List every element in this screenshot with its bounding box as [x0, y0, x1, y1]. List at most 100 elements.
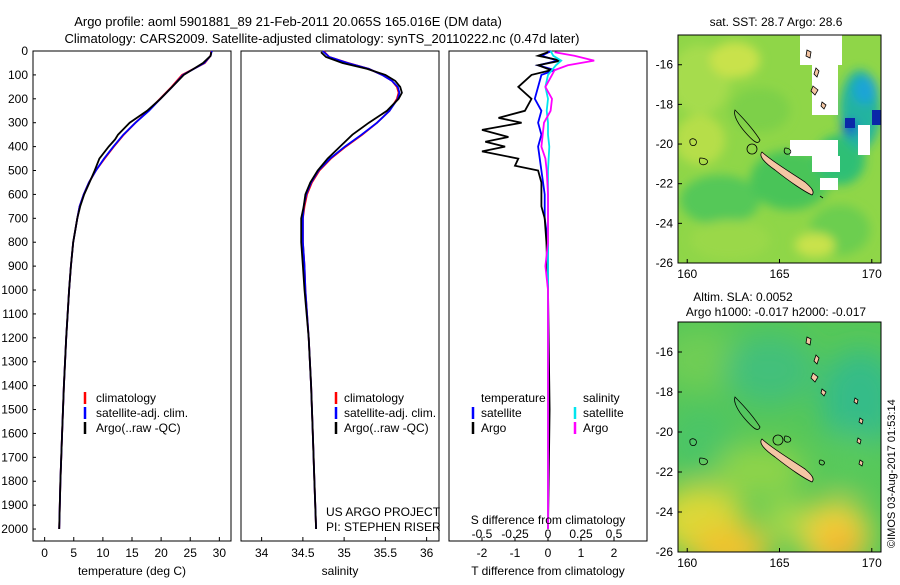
- difference-xlabel-t: T difference from climatology: [471, 564, 625, 578]
- depth-tick-label: 1900: [1, 498, 28, 512]
- map-x-tick-label: 165: [769, 267, 789, 281]
- depth-axis: 0 100 200 300 400 500 600 700 800 900 1000 1100 1200…: [1, 44, 36, 536]
- x-tick-label: 25: [184, 546, 198, 560]
- series-line-climatology: [301, 50, 400, 530]
- salinity-legend: climatology satellite-adj. clim. Argo(..…: [334, 391, 436, 435]
- depth-tick-label: 0: [21, 44, 28, 58]
- depth-tick-label: 700: [8, 211, 28, 225]
- depth-tick-label: 900: [8, 259, 28, 273]
- depth-tick-label: 800: [8, 235, 28, 249]
- temperature-plot-frame: [32, 50, 232, 542]
- x-tick-label: 34.5: [291, 546, 315, 560]
- legend-header-salinity: salinity: [583, 391, 620, 405]
- series-line-satellite-adj-clim: [301, 50, 401, 530]
- x-tick-label: 15: [125, 546, 139, 560]
- depth-tick-label: 1700: [1, 450, 28, 464]
- sla-map-title: Altim. SLA: 0.0052: [693, 290, 793, 304]
- series-line-argo-raw-qc: [300, 51, 403, 530]
- map-y-tick-label: -18: [656, 385, 674, 399]
- figure-title-line1: Argo profile: aoml 5901881_89 21-Feb-201…: [74, 14, 502, 29]
- depth-tick-label: 1500: [1, 403, 28, 417]
- legend-label-climatology: climatology: [96, 391, 156, 405]
- map-x-tick-label: 160: [677, 267, 697, 281]
- series-line-satellite: [533, 50, 562, 529]
- x-tick-label: 35.5: [374, 546, 398, 560]
- x-tick-label: 36: [420, 546, 434, 560]
- x-tick-label: 10: [96, 546, 110, 560]
- depth-tick-label: 1800: [1, 474, 28, 488]
- depth-tick-label: 1100: [2, 307, 28, 321]
- x-tick-label: 20: [154, 546, 168, 560]
- depth-tick-label: 1000: [1, 283, 28, 297]
- map-y-tick-label: -24: [656, 505, 674, 519]
- depth-tick-label: 500: [8, 164, 28, 178]
- sst-field: [678, 35, 881, 263]
- legend-label-satellite-adj: satellite-adj. clim.: [96, 406, 188, 420]
- salinity-xlabel: salinity: [322, 564, 359, 578]
- x-tick-label: -2: [477, 546, 488, 560]
- x-tick-label: 0: [545, 546, 552, 560]
- map-x-tick-label: 165: [769, 556, 789, 570]
- x-tick-label: 2: [611, 546, 618, 560]
- legend-label-argo: Argo(..raw -QC): [344, 421, 429, 435]
- map-y-tick-label: -22: [656, 465, 674, 479]
- x-tick-label: 0: [545, 527, 552, 541]
- depth-tick-label: 1600: [1, 426, 28, 440]
- series-line-argo-raw-qc: [58, 52, 213, 530]
- depth-tick-label: 1200: [1, 331, 28, 345]
- difference-panel: -2 -1 0 1 2 -0.5 -0.25 0 0.25 0.5 S difference fr…: [448, 50, 648, 578]
- depth-tick-label: 200: [8, 92, 28, 106]
- x-tick-label: 34: [255, 546, 269, 560]
- legend-label-t-satellite: satellite: [481, 406, 522, 420]
- depth-tick-label: 1400: [1, 379, 28, 393]
- temperature-panel: 0 5 10 15 20 25 30 temperature (deg C) climato…: [32, 50, 232, 578]
- legend-label-s-satellite: satellite: [583, 406, 624, 420]
- credit-pi: PI: STEPHEN RISER: [326, 520, 441, 534]
- map-y-tick-label: -22: [656, 177, 674, 191]
- x-tick-label: 0.25: [569, 527, 593, 541]
- map-x-tick-label: 170: [862, 556, 882, 570]
- map-x-tick-label: 170: [862, 267, 882, 281]
- depth-tick-label: 300: [8, 116, 28, 130]
- x-tick-label: 5: [70, 546, 77, 560]
- map-y-tick-label: -20: [656, 137, 674, 151]
- sla-map-subtitle: Argo h1000: -0.017 h2000: -0.017: [686, 305, 866, 319]
- map-y-tick-label: -16: [656, 345, 674, 359]
- x-tick-label: 1: [578, 546, 585, 560]
- imos-credit: ©IMOS 03-Aug-2017 01:53:14: [886, 399, 898, 548]
- x-tick-label: -1: [510, 546, 521, 560]
- depth-tick-label: 100: [8, 68, 28, 82]
- map-x-tick-label: 160: [677, 556, 697, 570]
- salinity-plot-frame: [240, 50, 440, 542]
- depth-tick-label: 2000: [1, 522, 28, 536]
- salinity-panel: 34 34.5 35 35.5 36 salinity climatology sate…: [240, 50, 441, 578]
- difference-legend: temperature salinity satellite Argo sate…: [471, 391, 624, 435]
- depth-tick-label: 600: [8, 187, 28, 201]
- series-line-satellite-adj-clim: [58, 50, 213, 530]
- x-tick-label: 30: [213, 546, 227, 560]
- legend-label-s-argo: Argo: [583, 421, 609, 435]
- x-tick-label: 35: [337, 546, 351, 560]
- legend-label-argo: Argo(..raw -QC): [96, 421, 181, 435]
- legend-label-t-argo: Argo: [481, 421, 507, 435]
- legend-header-temperature: temperature: [481, 391, 546, 405]
- map-y-tick-label: -16: [656, 58, 674, 72]
- x-tick-label: -0.5: [472, 527, 493, 541]
- legend-label-satellite-adj: satellite-adj. clim.: [344, 406, 436, 420]
- sst-map: sat. SST: 28.7 Argo: 28.6: [656, 15, 882, 281]
- series-line-argo: [481, 51, 562, 530]
- temperature-legend: climatology satellite-adj. clim. Argo(..…: [83, 391, 188, 435]
- map-y-tick-label: -26: [656, 545, 674, 559]
- difference-xlabel-s: S difference from climatology: [471, 513, 626, 527]
- credit-project: US ARGO PROJECT: [326, 505, 441, 519]
- temperature-xlabel: temperature (deg C): [78, 564, 186, 578]
- sla-field: [678, 322, 881, 552]
- x-tick-label: 0: [41, 546, 48, 560]
- map-y-tick-label: -20: [656, 425, 674, 439]
- x-tick-label: 0.5: [606, 527, 623, 541]
- figure-title-line2: Climatology: CARS2009. Satellite-adjuste…: [65, 31, 580, 46]
- legend-label-climatology: climatology: [344, 391, 404, 405]
- sst-map-title: sat. SST: 28.7 Argo: 28.6: [710, 15, 843, 29]
